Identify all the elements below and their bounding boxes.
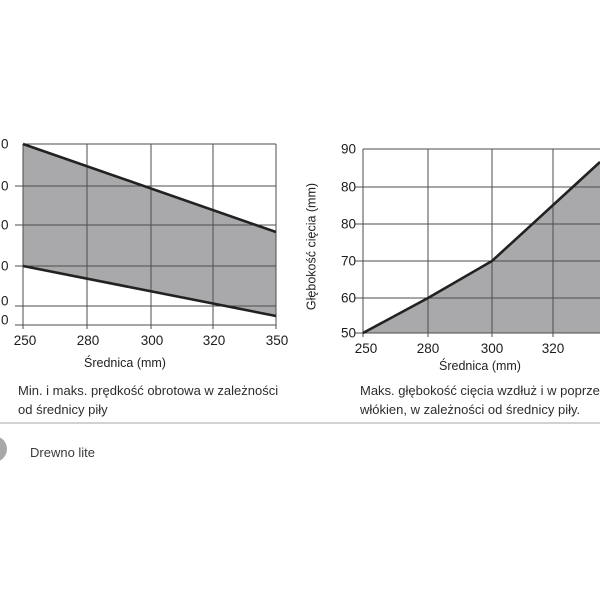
right-caption-line2: włókien, w zależności od średnicy piły. (360, 401, 581, 417)
left-x-tick-250: 250 (13, 333, 37, 348)
right-y-tick-80b: 80 (340, 216, 356, 232)
right-y-tick-60: 60 (340, 290, 356, 306)
left-chart-max-speed-line (22, 142, 277, 234)
section-bullet-icon (0, 436, 7, 462)
left-caption-line1: Min. i maks. prędkość obrotowa w zależno… (18, 383, 279, 398)
left-chart-gridlines (15, 143, 277, 329)
right-y-tick-90: 90 (340, 141, 356, 157)
left-x-axis-title: Średnica (mm) (84, 356, 166, 370)
left-chart-min-speed-line (22, 264, 277, 318)
right-x-axis-title: Średnica (mm) (439, 359, 521, 373)
left-y-tick-1: 0 (1, 178, 9, 194)
right-chart-depth-area (363, 162, 600, 333)
right-y-tick-70: 70 (340, 253, 356, 269)
left-x-tick-350: 350 (265, 333, 289, 348)
left-x-tick-280: 280 (76, 333, 100, 348)
section-label: Drewno lite (30, 445, 96, 460)
right-chart-caption: Maks. głębokość cięcia wzdłuż i w poprze… (360, 382, 600, 419)
right-x-tick-250: 250 (354, 341, 378, 356)
left-chart-caption: Min. i maks. prędkość obrotowa w zależno… (18, 382, 298, 419)
left-y-tick-3: 0 (1, 258, 9, 274)
left-chart (15, 142, 277, 329)
left-y-tick-2: 0 (1, 217, 9, 233)
right-x-tick-300: 300 (480, 341, 504, 356)
right-x-tick-320: 320 (541, 341, 565, 356)
right-chart (355, 148, 600, 337)
right-y-tick-50: 50 (340, 325, 356, 341)
right-chart-gridlines (355, 148, 600, 337)
right-x-tick-280: 280 (416, 341, 440, 356)
left-y-tick-4: 0 (1, 293, 9, 309)
right-caption-line1: Maks. głębokość cięcia wzdłuż i w poprze… (360, 383, 600, 398)
section-divider (0, 422, 600, 424)
left-x-tick-320: 320 (202, 333, 226, 348)
right-chart-depth-line (362, 161, 600, 335)
right-y-axis-title: Głębokość cięcia (mm) (304, 182, 319, 311)
left-caption-line2: od średnicy piły (18, 401, 108, 417)
right-y-tick-80a: 80 (340, 179, 356, 195)
left-x-tick-300: 300 (140, 333, 164, 348)
left-y-tick-5: 0 (1, 312, 9, 328)
left-y-tick-0: 0 (1, 136, 9, 152)
